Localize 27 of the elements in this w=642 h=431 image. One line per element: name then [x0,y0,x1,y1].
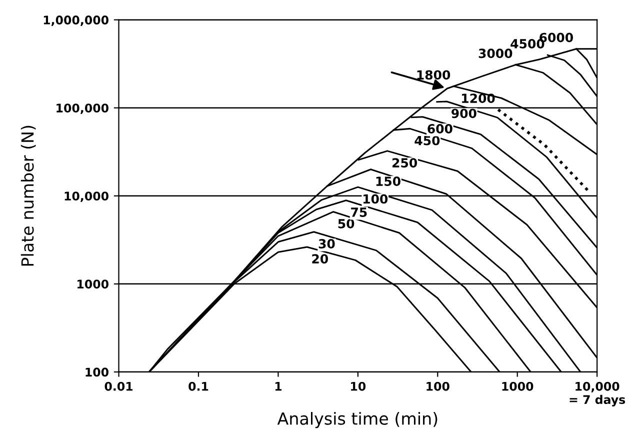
x-axis-title: Analysis time (min) [277,412,438,428]
y-axis-title: Plate number (N) [20,126,36,266]
series-label: 150 [376,176,400,186]
series-label: 30 [318,239,335,249]
series-label: 1200 [462,94,495,104]
y-tick-label: 10,000 [64,192,108,202]
series-label: 900 [452,108,476,118]
x-tick-label: 1000 [502,382,534,391]
x-tick-label: 10 [351,382,366,391]
series-label: 600 [428,124,452,134]
y-tick-label: 100 [86,368,108,377]
series-label: 20 [312,254,328,264]
series-label: 3000 [478,48,512,58]
series-label: 450 [414,136,440,146]
series-label: 250 [392,158,418,168]
y-tick-label: 1,000,000 [44,16,108,26]
x-tick-label: 0.01 [104,382,133,391]
x-tick-label: 100 [426,382,450,391]
series-label: 100 [363,194,388,204]
x-tick-label: 0.1 [188,382,208,391]
series-label: 50 [338,218,354,228]
x-tick-label: 10,000 = 7 days [570,382,626,406]
y-tick-label: 100,000 [56,104,108,114]
series-label: 1800 [417,70,450,80]
y-tick-label: 1000 [78,280,108,289]
series-label: 75 [351,208,367,217]
x-tick-label: 1 [275,382,282,391]
